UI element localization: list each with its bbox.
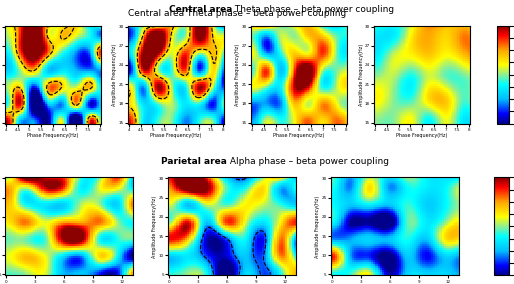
Text: Central area Theta phase – beta power coupling: Central area Theta phase – beta power co… <box>128 9 346 18</box>
X-axis label: Phase Frequency(Hz): Phase Frequency(Hz) <box>150 133 201 138</box>
Y-axis label: Amplitude Frequency(Hz): Amplitude Frequency(Hz) <box>315 195 320 258</box>
Y-axis label: Amplitude Frequency(Hz): Amplitude Frequency(Hz) <box>152 195 157 258</box>
Y-axis label: Amplitude Frequency(Hz): Amplitude Frequency(Hz) <box>359 43 363 106</box>
Text: Theta phase – beta power coupling: Theta phase – beta power coupling <box>232 5 394 14</box>
X-axis label: Phase Frequency(Hz): Phase Frequency(Hz) <box>396 133 448 138</box>
X-axis label: Phase Frequency(Hz): Phase Frequency(Hz) <box>27 133 79 138</box>
Y-axis label: Amplitude Frequency(Hz): Amplitude Frequency(Hz) <box>113 43 117 106</box>
X-axis label: Phase Frequency(Hz): Phase Frequency(Hz) <box>273 133 325 138</box>
Text: Central area: Central area <box>169 5 232 14</box>
Y-axis label: Amplitude Frequency(Hz): Amplitude Frequency(Hz) <box>235 43 241 106</box>
Text: Alpha phase – beta power coupling: Alpha phase – beta power coupling <box>227 157 389 166</box>
Text: Parietal area: Parietal area <box>161 157 227 166</box>
